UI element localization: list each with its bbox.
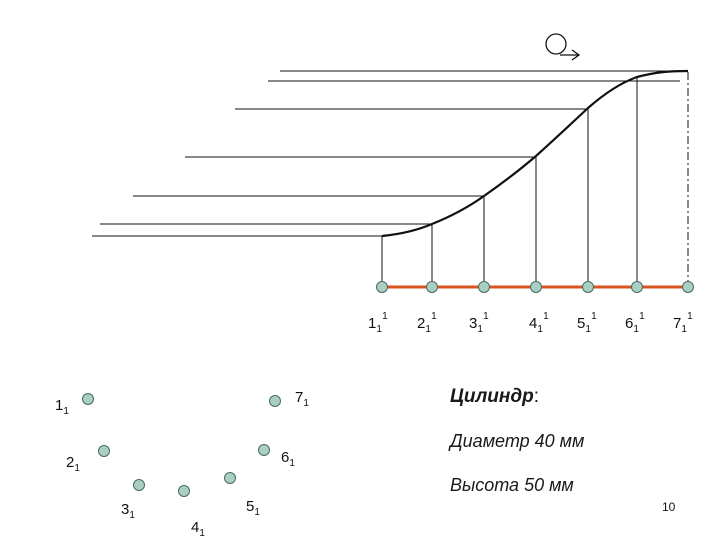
profile-label-6: 611: [625, 311, 645, 335]
projection-lines: [92, 70, 688, 237]
profile-point-1: [376, 281, 388, 293]
ordinate-lines: [381, 77, 638, 287]
plan-label-1: 11: [55, 397, 69, 417]
profile-point-4: [530, 281, 542, 293]
profile-points: 111 211 311 411 511 611 711: [368, 281, 694, 335]
plan-point-5: [224, 472, 236, 484]
plan-point-6: [258, 444, 270, 456]
profile-point-6: [631, 281, 643, 293]
plan-label-3: 31: [121, 501, 135, 521]
view-marker: [545, 33, 581, 61]
profile-label-5: 511: [577, 311, 597, 335]
profile-label-7: 711: [673, 311, 693, 335]
info-diameter: Диаметр 40 мм: [448, 431, 584, 451]
plan-label-2: 21: [66, 454, 80, 474]
profile-label-3: 311: [469, 311, 489, 335]
plan-point-1: [82, 393, 94, 405]
page-number: 10: [662, 500, 676, 514]
plan-points: 11 21 31 41 51 61 71: [55, 389, 309, 539]
info-height: Высота 50 мм: [450, 475, 574, 495]
plan-point-7: [269, 395, 281, 407]
profile-point-7: [682, 281, 694, 293]
plan-label-6: 61: [281, 449, 295, 469]
info-title: Цилиндр:: [450, 386, 539, 407]
plan-point-2: [98, 445, 110, 457]
development-curve: [381, 69, 689, 238]
profile-point-5: [582, 281, 594, 293]
profile-point-2: [426, 281, 438, 293]
profile-label-1: 111: [368, 311, 388, 335]
profile-point-3: [478, 281, 490, 293]
profile-label-2: 211: [417, 311, 437, 335]
plan-label-5: 51: [246, 498, 260, 518]
plan-label-4: 41: [191, 519, 205, 539]
plan-label-7: 71: [295, 389, 309, 409]
profile-label-4: 411: [529, 311, 549, 335]
plan-point-3: [133, 479, 145, 491]
plan-point-4: [178, 485, 190, 497]
